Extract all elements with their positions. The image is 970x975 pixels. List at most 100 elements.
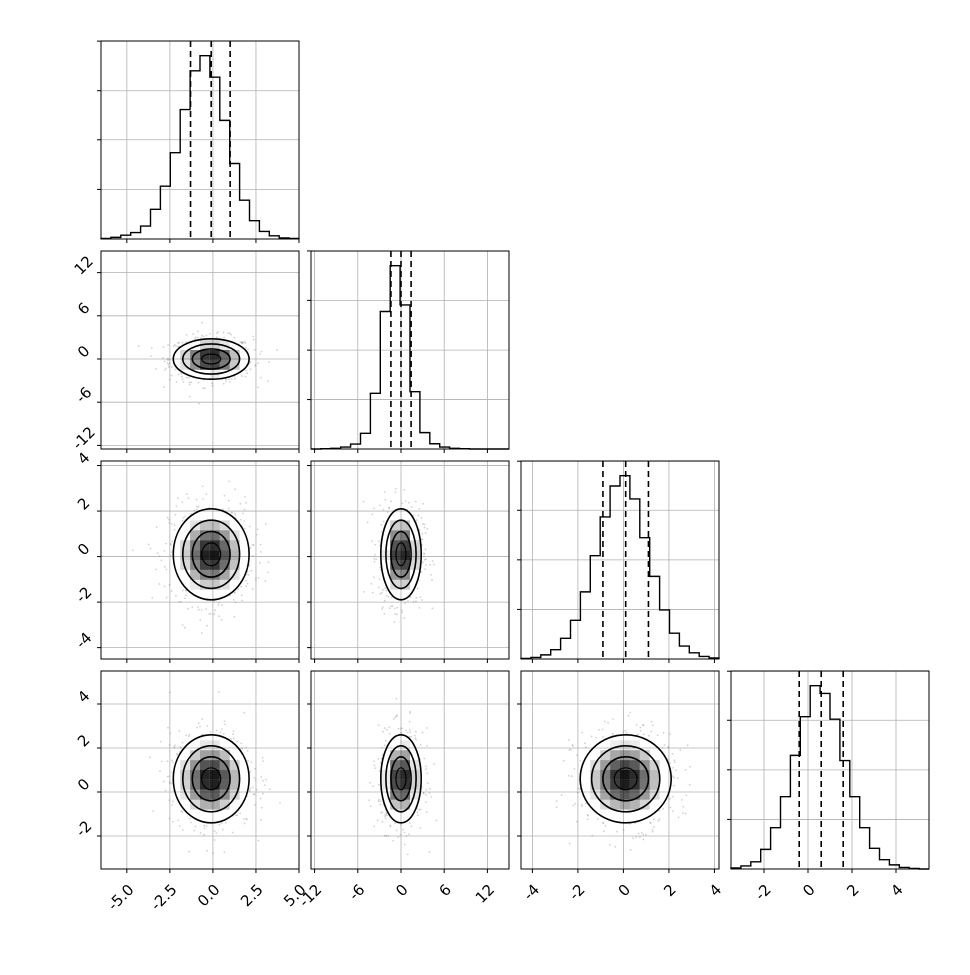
sample-point (409, 712, 411, 714)
density-cell (219, 550, 230, 560)
sample-point (597, 818, 599, 820)
sample-point (408, 735, 411, 738)
sample-point (206, 624, 209, 627)
sample-point (388, 732, 391, 735)
sample-point (425, 793, 427, 796)
sample-point (182, 380, 185, 383)
sample-point (267, 561, 270, 563)
density-cell (610, 740, 620, 751)
density-cell (610, 789, 620, 800)
sample-point (418, 529, 421, 531)
sample-point (571, 744, 574, 746)
sample-point (176, 754, 179, 756)
sample-point (423, 526, 426, 529)
sample-point (671, 752, 674, 755)
sample-point (635, 724, 638, 726)
density-cell (610, 760, 620, 770)
sample-point (233, 591, 236, 594)
sample-point (165, 367, 167, 370)
sample-point (386, 728, 388, 731)
sample-point (423, 555, 425, 558)
sample-point (387, 595, 390, 598)
sample-point (397, 727, 400, 730)
x-tick-label: 2 (843, 881, 862, 900)
sample-point (152, 810, 155, 812)
sample-point (247, 348, 249, 351)
density-cell (620, 750, 630, 761)
sample-point (375, 558, 377, 560)
y-tick-label: 2 (74, 731, 93, 750)
sample-point (377, 758, 380, 760)
panel-frame (310, 670, 510, 870)
sample-point (379, 569, 382, 571)
sample-point (155, 568, 158, 571)
sample-point (202, 335, 205, 338)
sample-point (419, 808, 422, 811)
sample-point (240, 742, 243, 745)
density-cell (200, 750, 210, 761)
density-cell (209, 770, 220, 780)
sample-point (188, 735, 190, 738)
sample-point (169, 542, 172, 545)
sample-point (568, 739, 570, 741)
sample-point (170, 590, 173, 593)
sample-point (637, 832, 640, 835)
sample-point (190, 821, 192, 824)
scatter-content (149, 691, 281, 854)
sample-point (230, 378, 233, 380)
contour-line (191, 348, 231, 370)
sample-point (181, 741, 184, 744)
sample-point (390, 596, 393, 599)
sample-point (246, 750, 249, 752)
sample-point (177, 342, 180, 344)
sample-point (394, 822, 397, 824)
sample-point (166, 362, 169, 364)
density-cell (200, 789, 210, 800)
histogram-panel-0 (97, 40, 300, 240)
density-cell (219, 359, 230, 370)
sample-point (428, 851, 431, 853)
contour-line (390, 530, 412, 578)
sample-point (230, 511, 233, 514)
sample-point (653, 826, 655, 828)
sample-point (423, 757, 426, 760)
sample-point (171, 551, 173, 553)
sample-point (433, 763, 435, 765)
sample-point (400, 731, 402, 734)
sample-point (650, 730, 653, 733)
sample-point (239, 502, 242, 505)
sample-point (211, 384, 214, 387)
sample-point (390, 500, 392, 503)
density-cell (400, 579, 410, 590)
panel-frame (520, 460, 720, 660)
sample-point (276, 349, 278, 352)
sample-point (215, 336, 218, 339)
sample-point (572, 804, 575, 807)
x-tick-label: 12 (472, 881, 498, 907)
sample-point (175, 594, 177, 597)
sample-point (213, 600, 215, 602)
sample-point (374, 543, 377, 546)
y-tick-label: -4 (72, 629, 95, 652)
sample-point (229, 381, 231, 383)
density-cell (620, 770, 630, 780)
density-cell (400, 750, 410, 761)
sample-point (166, 760, 169, 763)
sample-point (251, 543, 254, 546)
sample-point (408, 729, 411, 731)
sample-point (373, 507, 375, 510)
sample-point (180, 600, 183, 603)
density-cell (620, 799, 630, 810)
density-cell (209, 520, 220, 531)
sample-point (249, 368, 252, 371)
sample-point (686, 744, 689, 747)
sample-point (382, 508, 385, 511)
density-cell (649, 760, 660, 770)
sample-point (192, 333, 195, 335)
sample-point (576, 791, 579, 794)
sample-point (159, 740, 162, 743)
sample-point (260, 818, 262, 821)
sample-point (383, 613, 386, 615)
sample-point (213, 613, 216, 615)
sample-point (173, 344, 176, 346)
